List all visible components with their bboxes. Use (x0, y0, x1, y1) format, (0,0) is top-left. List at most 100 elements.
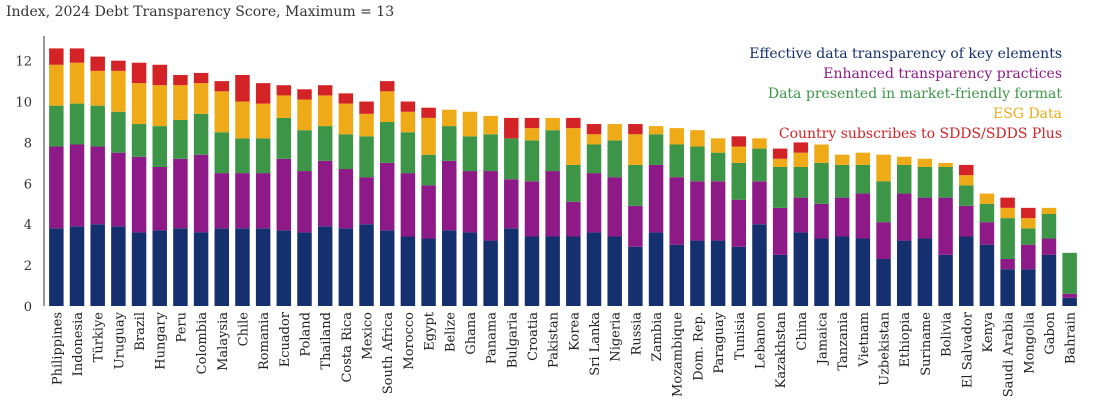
bar-segment (979, 222, 995, 245)
bar-segment (483, 240, 498, 306)
x-tick-label: Tanzania (836, 312, 851, 371)
y-tick-label: 12 (15, 55, 32, 70)
bar-segment (710, 138, 726, 153)
bar-segment (628, 164, 643, 206)
bar-segment (483, 171, 498, 241)
bar-segment (752, 181, 767, 225)
bar-segment (193, 113, 209, 155)
bar-segment (628, 205, 643, 247)
bar-segment (1041, 254, 1057, 306)
x-tick-label: Paraguay (712, 311, 727, 373)
bar-segment (545, 236, 560, 306)
bar-segment (338, 169, 354, 229)
bar-segment (1000, 207, 1015, 219)
legend-item-effective: Effective data transparency of key eleme… (749, 46, 1062, 62)
bar-segment (235, 173, 250, 229)
x-tick-label: Ecuador (278, 311, 293, 367)
bar-segment (586, 232, 602, 306)
x-tick-label: Jamaica (816, 312, 831, 366)
bar-segment (793, 152, 809, 167)
chart-legend: Effective data transparency of key eleme… (749, 44, 1062, 144)
x-tick-label: Peru (174, 312, 189, 342)
bar-segment (69, 62, 85, 104)
bar-segment (173, 119, 188, 159)
bar-segment (690, 130, 705, 147)
x-tick-label: Belize (443, 312, 458, 352)
bar-segment (379, 162, 395, 231)
x-tick-label: Egypt (423, 311, 438, 350)
bar-segment (276, 230, 292, 306)
bar-segment (876, 181, 891, 223)
bar-segment (545, 117, 560, 131)
bar-segment (49, 146, 64, 229)
bar-segment (69, 48, 85, 63)
bar-segment (793, 142, 809, 153)
bar-segment (566, 164, 581, 202)
bar-segment (255, 83, 271, 104)
bar-segment (173, 158, 188, 229)
bar-segment (421, 154, 436, 186)
bar-segment (628, 124, 643, 135)
bar-segment (834, 197, 850, 237)
bar-segment (359, 224, 374, 306)
x-tick-label: Sri Lanka (588, 312, 603, 376)
y-tick-label: 8 (24, 136, 32, 151)
bar-segment (214, 132, 230, 174)
bar-segment (131, 156, 147, 233)
x-tick-label: Lebanon (753, 311, 768, 369)
x-tick-label: Russia (629, 312, 644, 356)
bar-segment (400, 101, 416, 112)
bar-segment (690, 181, 705, 241)
x-tick-label: Hungary (154, 311, 169, 369)
bar-segment (524, 117, 540, 129)
bar-segment (483, 134, 498, 172)
bar-segment (1021, 244, 1036, 270)
bar-segment (379, 81, 395, 92)
x-tick-label: Philippines (50, 312, 65, 385)
y-tick-label: 10 (15, 96, 32, 111)
bar-segment (69, 103, 85, 145)
bar-segment (317, 160, 333, 227)
bar-segment (400, 173, 416, 237)
bar-segment (628, 134, 643, 165)
bar-segment (959, 175, 974, 186)
bar-segment (297, 99, 312, 131)
bar-segment (959, 164, 974, 176)
bar-segment (524, 140, 540, 182)
bar-segment (359, 101, 374, 114)
bar-segment (359, 177, 374, 225)
bar-segment (69, 226, 85, 306)
bar-segment (49, 48, 64, 65)
legend-item-sdds: Country subscribes to SDDS/SDDS Plus (778, 126, 1062, 142)
bar-segment (483, 115, 498, 135)
bar-segment (462, 232, 478, 306)
bar-segment (917, 238, 933, 306)
bar-segment (297, 89, 312, 100)
x-tick-label: Croatia (526, 312, 541, 361)
bar-segment (379, 230, 395, 306)
bar-segment (338, 134, 354, 170)
bar-segment (814, 162, 829, 204)
bar-segment (1062, 297, 1077, 306)
bar-segment (379, 91, 395, 122)
x-tick-label: Panama (485, 312, 500, 364)
bar-segment (276, 117, 292, 159)
x-tick-label: Kenya (981, 312, 996, 353)
y-tick-label: 0 (24, 300, 32, 315)
bar-segment (814, 144, 829, 163)
bar-segment (938, 162, 953, 167)
bar-segment (400, 111, 416, 133)
x-tick-label: Colombia (195, 312, 210, 375)
bar-segment (152, 166, 167, 231)
bar-segment (752, 138, 767, 149)
bar-segment (586, 173, 602, 233)
bar-segment (1062, 252, 1077, 294)
x-tick-label: Indonesia (71, 312, 86, 377)
bar-segment (235, 228, 250, 306)
bar-segment (1021, 269, 1036, 306)
bar-segment (793, 197, 809, 233)
bar-segment (235, 101, 250, 139)
bar-segment (131, 124, 147, 157)
bar-segment (152, 85, 167, 127)
